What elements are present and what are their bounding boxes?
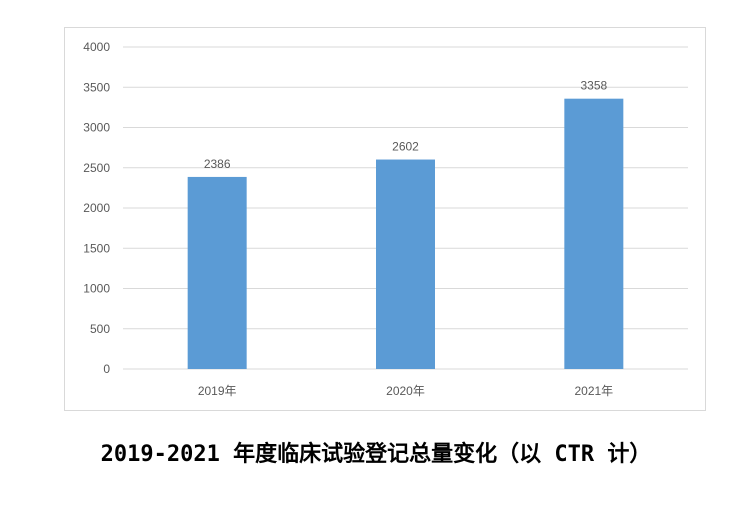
y-tick-label: 500 <box>90 322 110 336</box>
y-tick-label: 0 <box>103 362 110 376</box>
x-axis-tick-labels: 2019年 2020年 2021年 <box>198 384 613 398</box>
y-tick-label: 2500 <box>83 161 110 175</box>
figure-caption: 2019-2021 年度临床试验登记总量变化（以 CTR 计） <box>100 442 652 467</box>
data-label: 2602 <box>392 140 419 154</box>
y-tick-label: 1000 <box>83 282 110 296</box>
data-labels: 2386 2602 3358 <box>204 79 608 171</box>
bars <box>187 98 624 369</box>
bar <box>564 98 624 369</box>
x-tick-label: 2019年 <box>198 384 237 398</box>
bar <box>187 176 247 369</box>
y-tick-label: 3500 <box>83 80 110 94</box>
data-label: 2386 <box>204 157 231 171</box>
y-axis-tick-labels: 0 500 1000 1500 2000 2500 3000 3500 4000 <box>83 40 110 376</box>
x-tick-label: 2021年 <box>574 384 613 398</box>
y-tick-label: 2000 <box>83 201 110 215</box>
x-tick-label: 2020年 <box>386 384 425 398</box>
y-tick-label: 3000 <box>83 121 110 135</box>
bar <box>376 159 435 369</box>
data-label: 3358 <box>580 79 607 93</box>
y-tick-label: 4000 <box>83 40 110 54</box>
y-tick-label: 1500 <box>83 241 110 255</box>
